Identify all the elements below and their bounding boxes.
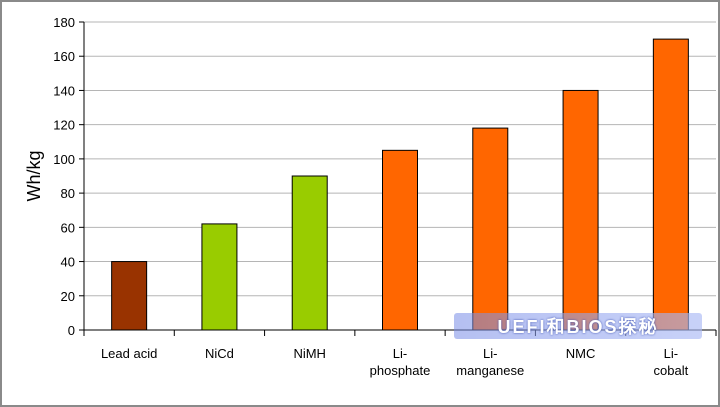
watermark: UEFI和BIOS探秘: [454, 313, 702, 339]
bars: [111, 38, 689, 331]
y-tick-label: 20: [61, 289, 75, 304]
x-tick-label: Lead acid: [101, 346, 157, 361]
bar: [382, 149, 418, 331]
y-tick-label: 0: [68, 323, 75, 338]
y-tick-label: 140: [53, 83, 75, 98]
y-tick-label: 80: [61, 186, 75, 201]
x-tick-label: Li-: [483, 346, 497, 361]
y-tick-label: 180: [53, 15, 75, 30]
bar: [562, 89, 599, 331]
y-tick-label: 100: [53, 152, 75, 167]
x-tick-label: cobalt: [654, 363, 689, 378]
y-tick-label: 160: [53, 49, 75, 64]
bar: [111, 261, 148, 331]
y-axis: 0 20 40 60 80 100 120 140 160 180: [53, 15, 85, 338]
x-tick-label: NiCd: [205, 346, 234, 361]
bar: [291, 175, 328, 331]
x-tick-label: Li-: [393, 346, 407, 361]
x-tick-label: NMC: [566, 346, 596, 361]
y-tick-label: 120: [53, 118, 75, 133]
y-axis-label: Wh/kg: [24, 150, 44, 201]
y-tick-label: 60: [61, 220, 75, 235]
x-tick-label: phosphate: [370, 363, 431, 378]
x-tick-label: manganese: [456, 363, 524, 378]
bar: [472, 127, 509, 331]
x-tick-label: NiMH: [293, 346, 326, 361]
bar: [201, 223, 238, 331]
y-tick-label: 40: [61, 255, 75, 270]
bar: [652, 38, 689, 331]
x-axis: Lead acid NiCd NiMH Li-phosphate Li-manganes…: [83, 329, 717, 378]
x-tick-label: Li-: [664, 346, 678, 361]
